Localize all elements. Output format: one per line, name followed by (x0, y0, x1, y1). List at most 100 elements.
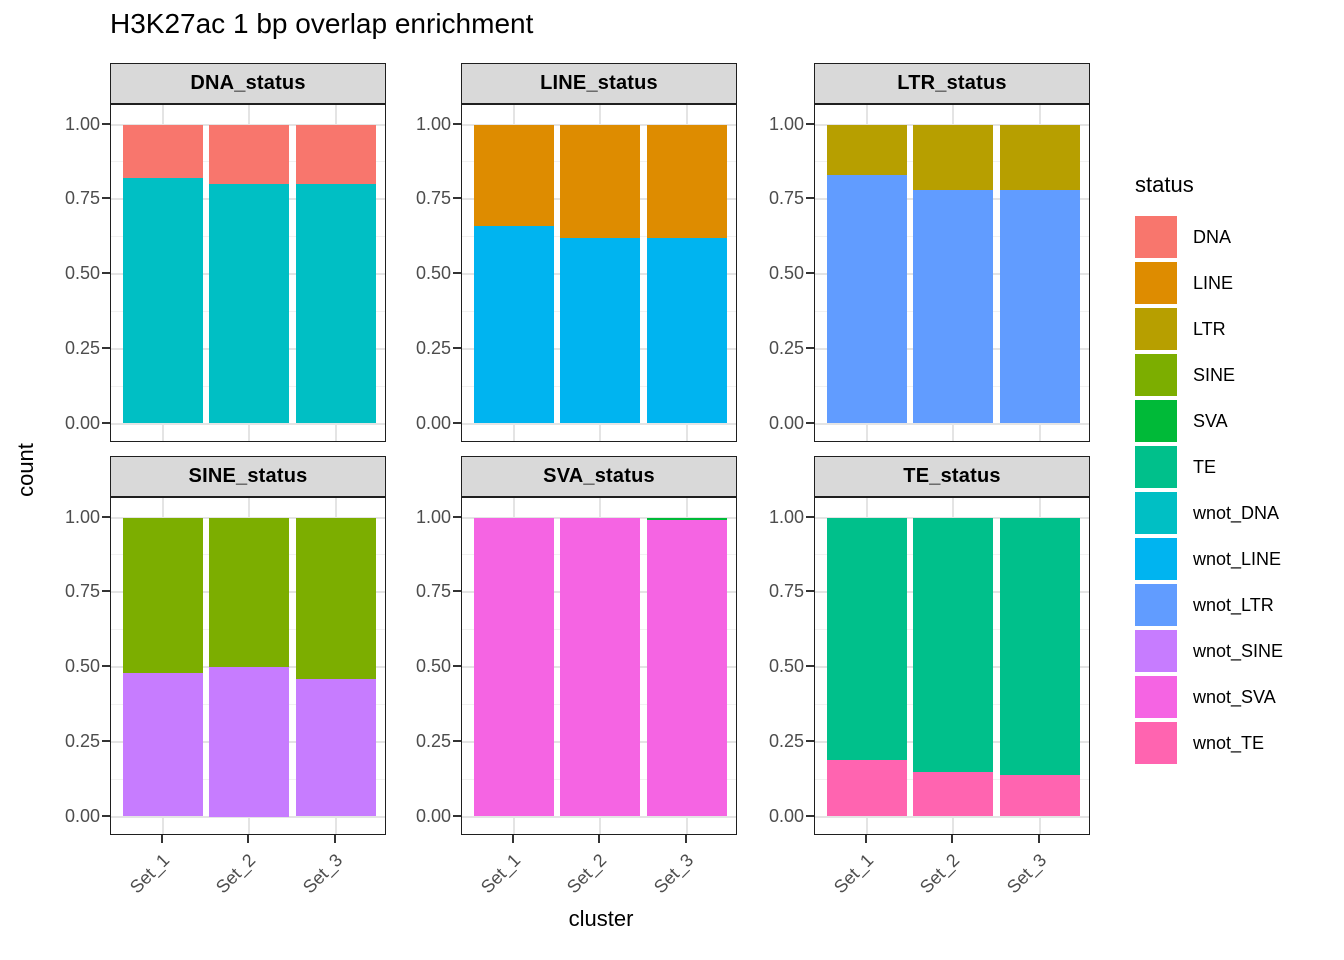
bar-segment-DNA_status-Set_2-wnot_DNA (209, 184, 289, 424)
y-axis-tick-label: 0.50 (64, 656, 100, 676)
y-axis-tick-label: 0.75 (768, 581, 804, 602)
y-axis-tick (806, 739, 814, 742)
y-axis-tick (102, 122, 110, 125)
legend-entry-wnot_LTR: wnot_LTR (1135, 584, 1283, 626)
legend-key-wnot_TE (1135, 722, 1177, 764)
bar-segment-LINE_status-Set_1-wnot_LINE (473, 226, 554, 424)
facet-panel-SVA_status (461, 497, 737, 835)
y-axis-tick (453, 590, 461, 593)
y-axis-tick-label: 0.75 (64, 188, 100, 209)
legend-key-SVA (1135, 400, 1177, 442)
legend-key-LTR (1135, 308, 1177, 350)
bar-segment-TE_status-Set_1-wnot_TE (826, 759, 907, 817)
bar-segment-SVA_status-Set_2-wnot_SVA (560, 518, 640, 817)
bar-segment-SINE_status-Set_1-SINE (122, 517, 203, 673)
facet-strip-label: SINE_status (188, 465, 308, 487)
bar-segment-TE_status-Set_3-TE (999, 517, 1080, 775)
y-axis-tick (102, 346, 110, 349)
bar-segment-SVA_status-Set_2-SVA (560, 517, 640, 519)
legend-entry-SVA: SVA (1135, 400, 1283, 442)
bar-segment-SINE_status-Set_2-SINE (209, 517, 289, 667)
bar-segment-LTR_status-Set_2-wnot_LTR (913, 190, 993, 424)
y-axis-tick-label: 0.75 (415, 188, 451, 209)
y-axis-tick (453, 814, 461, 817)
legend-label-DNA: DNA (1193, 226, 1232, 247)
y-axis-tick-label: 0.00 (768, 412, 804, 433)
y-axis-tick (102, 590, 110, 593)
facet-strip-SVA_status: SVA_status (461, 456, 737, 497)
bar-segment-SINE_status-Set_1-wnot_SINE (122, 672, 203, 817)
y-axis-tick-label: 0.25 (64, 730, 100, 751)
y-axis-tick-label: 0.50 (415, 656, 451, 676)
bar-segment-TE_status-Set_2-wnot_TE (913, 771, 993, 817)
x-axis-tick (1037, 835, 1040, 843)
legend: status DNA LINE LTR SINE SVA TE wnot_DNA wnot_L… (1135, 172, 1283, 768)
bar-segment-LINE_status-Set_1-LINE (473, 124, 554, 227)
bar-segment-LINE_status-Set_3-LINE (646, 124, 727, 239)
facet-strip-LTR_status: LTR_status (814, 63, 1090, 104)
facet-panel-TE_status (814, 497, 1090, 835)
legend-label-SVA: SVA (1193, 410, 1228, 431)
bar-segment-SINE_status-Set_3-SINE (295, 517, 376, 679)
bar-segment-TE_status-Set_2-TE (913, 517, 993, 772)
y-axis-tick-label: 0.00 (64, 805, 100, 826)
facet-strip-label: TE_status (903, 465, 1001, 487)
y-axis-tick-label: 0.25 (768, 337, 804, 358)
y-axis-tick (102, 814, 110, 817)
legend-key-wnot_SVA (1135, 676, 1177, 718)
bar-segment-LTR_status-Set_3-LTR (999, 124, 1080, 191)
bar-segment-SINE_status-Set_3-wnot_SINE (295, 678, 376, 817)
y-axis-tick-label: 1.00 (415, 506, 451, 527)
y-axis-tick (102, 272, 110, 274)
y-axis-tick (102, 421, 110, 424)
y-axis-tick (453, 665, 461, 667)
legend-label-wnot_LINE: wnot_LINE (1193, 548, 1282, 569)
legend-entries: DNA LINE LTR SINE SVA TE wnot_DNA wnot_LINE wnot… (1135, 216, 1283, 764)
y-axis-tick-label: 0.50 (64, 263, 100, 283)
y-axis-tick-label: 0.00 (415, 412, 451, 433)
legend-key-wnot_SINE (1135, 630, 1177, 672)
bar-segment-DNA_status-Set_3-wnot_DNA (295, 184, 376, 424)
legend-label-wnot_SINE: wnot_SINE (1193, 640, 1284, 661)
facet-panel-SINE_status (110, 497, 386, 835)
legend-key-DNA (1135, 216, 1177, 258)
y-axis-tick-label: 1.00 (64, 113, 100, 134)
bar-segment-LINE_status-Set_3-wnot_LINE (646, 238, 727, 424)
y-axis-tick (102, 197, 110, 200)
legend-key-TE (1135, 446, 1177, 488)
y-axis-tick-label: 0.25 (415, 730, 451, 751)
y-axis-tick (806, 515, 814, 518)
legend-entry-LTR: LTR (1135, 308, 1283, 350)
bar-segment-DNA_status-Set_1-DNA (122, 124, 203, 179)
y-axis-tick (806, 197, 814, 200)
bar-segment-DNA_status-Set_3-DNA (295, 124, 376, 185)
y-axis-tick (453, 122, 461, 125)
legend-label-LINE: LINE (1193, 272, 1234, 293)
bar-segment-SVA_status-Set_1-wnot_SVA (473, 518, 554, 817)
facet-strip-DNA_status: DNA_status (110, 63, 386, 104)
y-axis-tick-label: 0.25 (64, 337, 100, 358)
y-axis-tick-label: 0.00 (415, 805, 451, 826)
facet-strip-SINE_status: SINE_status (110, 456, 386, 497)
legend-label-LTR: LTR (1193, 318, 1226, 339)
y-axis-tick-label: 0.25 (415, 337, 451, 358)
plot-title: H3K27ac 1 bp overlap enrichment (110, 8, 534, 39)
y-axis-tick (806, 814, 814, 817)
bar-segment-TE_status-Set_3-wnot_TE (999, 774, 1080, 817)
y-axis-tick (806, 346, 814, 349)
legend-entry-wnot_LINE: wnot_LINE (1135, 538, 1283, 580)
y-axis-tick (806, 272, 814, 274)
facet-strip-label: LINE_status (540, 72, 658, 94)
y-axis-tick (453, 272, 461, 274)
y-axis-tick (453, 739, 461, 742)
facet-strip-LINE_status: LINE_status (461, 63, 737, 104)
legend-key-wnot_LINE (1135, 538, 1177, 580)
legend-label-TE: TE (1193, 456, 1217, 477)
legend-entry-LINE: LINE (1135, 262, 1283, 304)
y-axis-tick-label: 1.00 (768, 113, 804, 134)
y-axis-tick (453, 421, 461, 424)
y-axis-tick (806, 665, 814, 667)
legend-entry-SINE: SINE (1135, 354, 1283, 396)
bar-segment-LINE_status-Set_2-LINE (560, 124, 640, 239)
